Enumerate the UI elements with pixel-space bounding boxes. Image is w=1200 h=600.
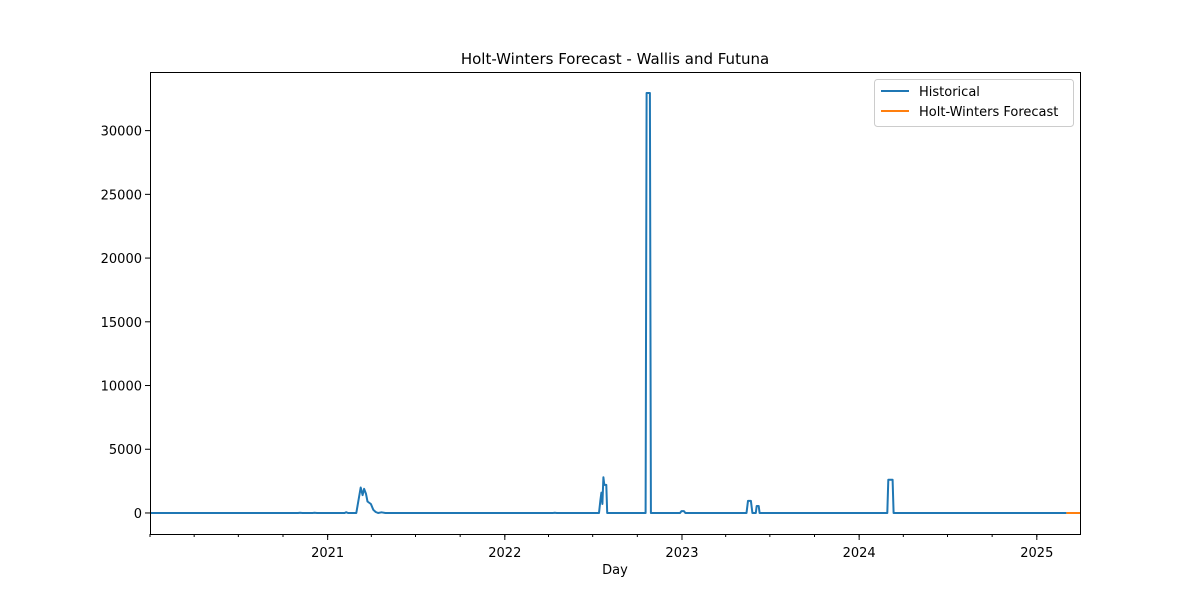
x-tick-label: 2021 xyxy=(311,546,344,561)
x-axis: 2021 2022 2023 2024 2025 xyxy=(149,534,1053,561)
legend-box xyxy=(874,79,1074,127)
x-tick-label: 2023 xyxy=(665,546,698,561)
x-axis-label: Day xyxy=(602,563,628,578)
y-tick-label: 15000 xyxy=(101,316,142,331)
series-layer xyxy=(150,92,1080,514)
x-tick-label: 2024 xyxy=(843,546,876,561)
x-tick-label: 2025 xyxy=(1020,546,1053,561)
legend: Historical Holt-Winters Forecast xyxy=(874,79,1074,127)
x-tick-label: 2022 xyxy=(488,546,521,561)
chart-title: Holt-Winters Forecast - Wallis and Futun… xyxy=(461,50,769,68)
plot-frame xyxy=(150,72,1081,535)
y-tick-label: 25000 xyxy=(101,188,142,203)
y-tick-label: 20000 xyxy=(101,252,142,267)
y-tick-label: 30000 xyxy=(101,125,142,140)
y-tick-label: 5000 xyxy=(109,443,142,458)
y-tick-label: 0 xyxy=(134,507,142,522)
legend-label-forecast: Holt-Winters Forecast xyxy=(919,105,1058,120)
y-tick-label: 10000 xyxy=(101,380,142,395)
series-line-historical xyxy=(150,92,1067,514)
legend-label-historical: Historical xyxy=(919,85,980,100)
y-axis: 0 5000 10000 15000 20000 25000 30000 xyxy=(101,125,150,522)
